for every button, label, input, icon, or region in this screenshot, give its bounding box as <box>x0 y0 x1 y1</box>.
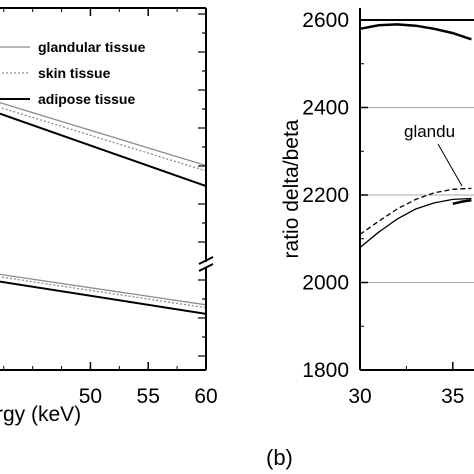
panel-a-x-axis-title: rgy (keV) <box>0 403 81 426</box>
legend-label-adipose: adipose tissue <box>38 91 135 107</box>
annotation-glandu: glandu <box>404 122 455 141</box>
series-line-b-1 <box>359 187 472 235</box>
panel-b-label: (b) <box>266 445 293 470</box>
y-tick-label: 2600 <box>302 9 349 32</box>
panel-a-legend: glandular tissue skin tissue adipose tis… <box>0 39 146 107</box>
y-tick-label: 2000 <box>302 272 349 295</box>
series-line-lower-3 <box>0 273 206 306</box>
series-line-b-0 <box>359 23 472 41</box>
x-tick-label: 35 <box>441 385 464 408</box>
legend-item-glandular: glandular tissue <box>0 39 146 55</box>
x-tick-label: 60 <box>194 385 217 408</box>
panel-b-chart: (b) ratio delta/beta 1800 2000 2200 2400 260… <box>266 8 474 470</box>
legend-label-glandular: glandular tissue <box>38 39 146 55</box>
legend-item-skin: skin tissue <box>0 65 111 81</box>
panel-b-y-axis-title: ratio delta/beta <box>280 119 303 258</box>
series-line-upper-0 <box>0 102 206 167</box>
y-tick-label: 2400 <box>302 97 349 120</box>
x-tick-label: 30 <box>348 385 371 408</box>
series-line-b-2 <box>359 197 472 249</box>
series-line-upper-2 <box>0 112 206 188</box>
x-tick-label: 55 <box>137 385 160 408</box>
y-tick-label: 2200 <box>302 184 349 207</box>
series-line-lower-5 <box>0 280 206 315</box>
y-tick-label: 1800 <box>302 359 349 382</box>
series-line-b-3 <box>452 199 472 206</box>
series-line-upper-1 <box>0 106 206 172</box>
legend-label-skin: skin tissue <box>38 65 111 81</box>
x-tick-label: 50 <box>79 385 102 408</box>
panel-a-chart: 50 55 60 glandular tissue skin tissue adip… <box>0 7 218 426</box>
legend-item-adipose: adipose tissue <box>0 91 135 107</box>
axis-break-mark <box>198 256 214 272</box>
series-line-lower-4 <box>0 276 206 309</box>
annotation-leader-line <box>437 143 463 187</box>
